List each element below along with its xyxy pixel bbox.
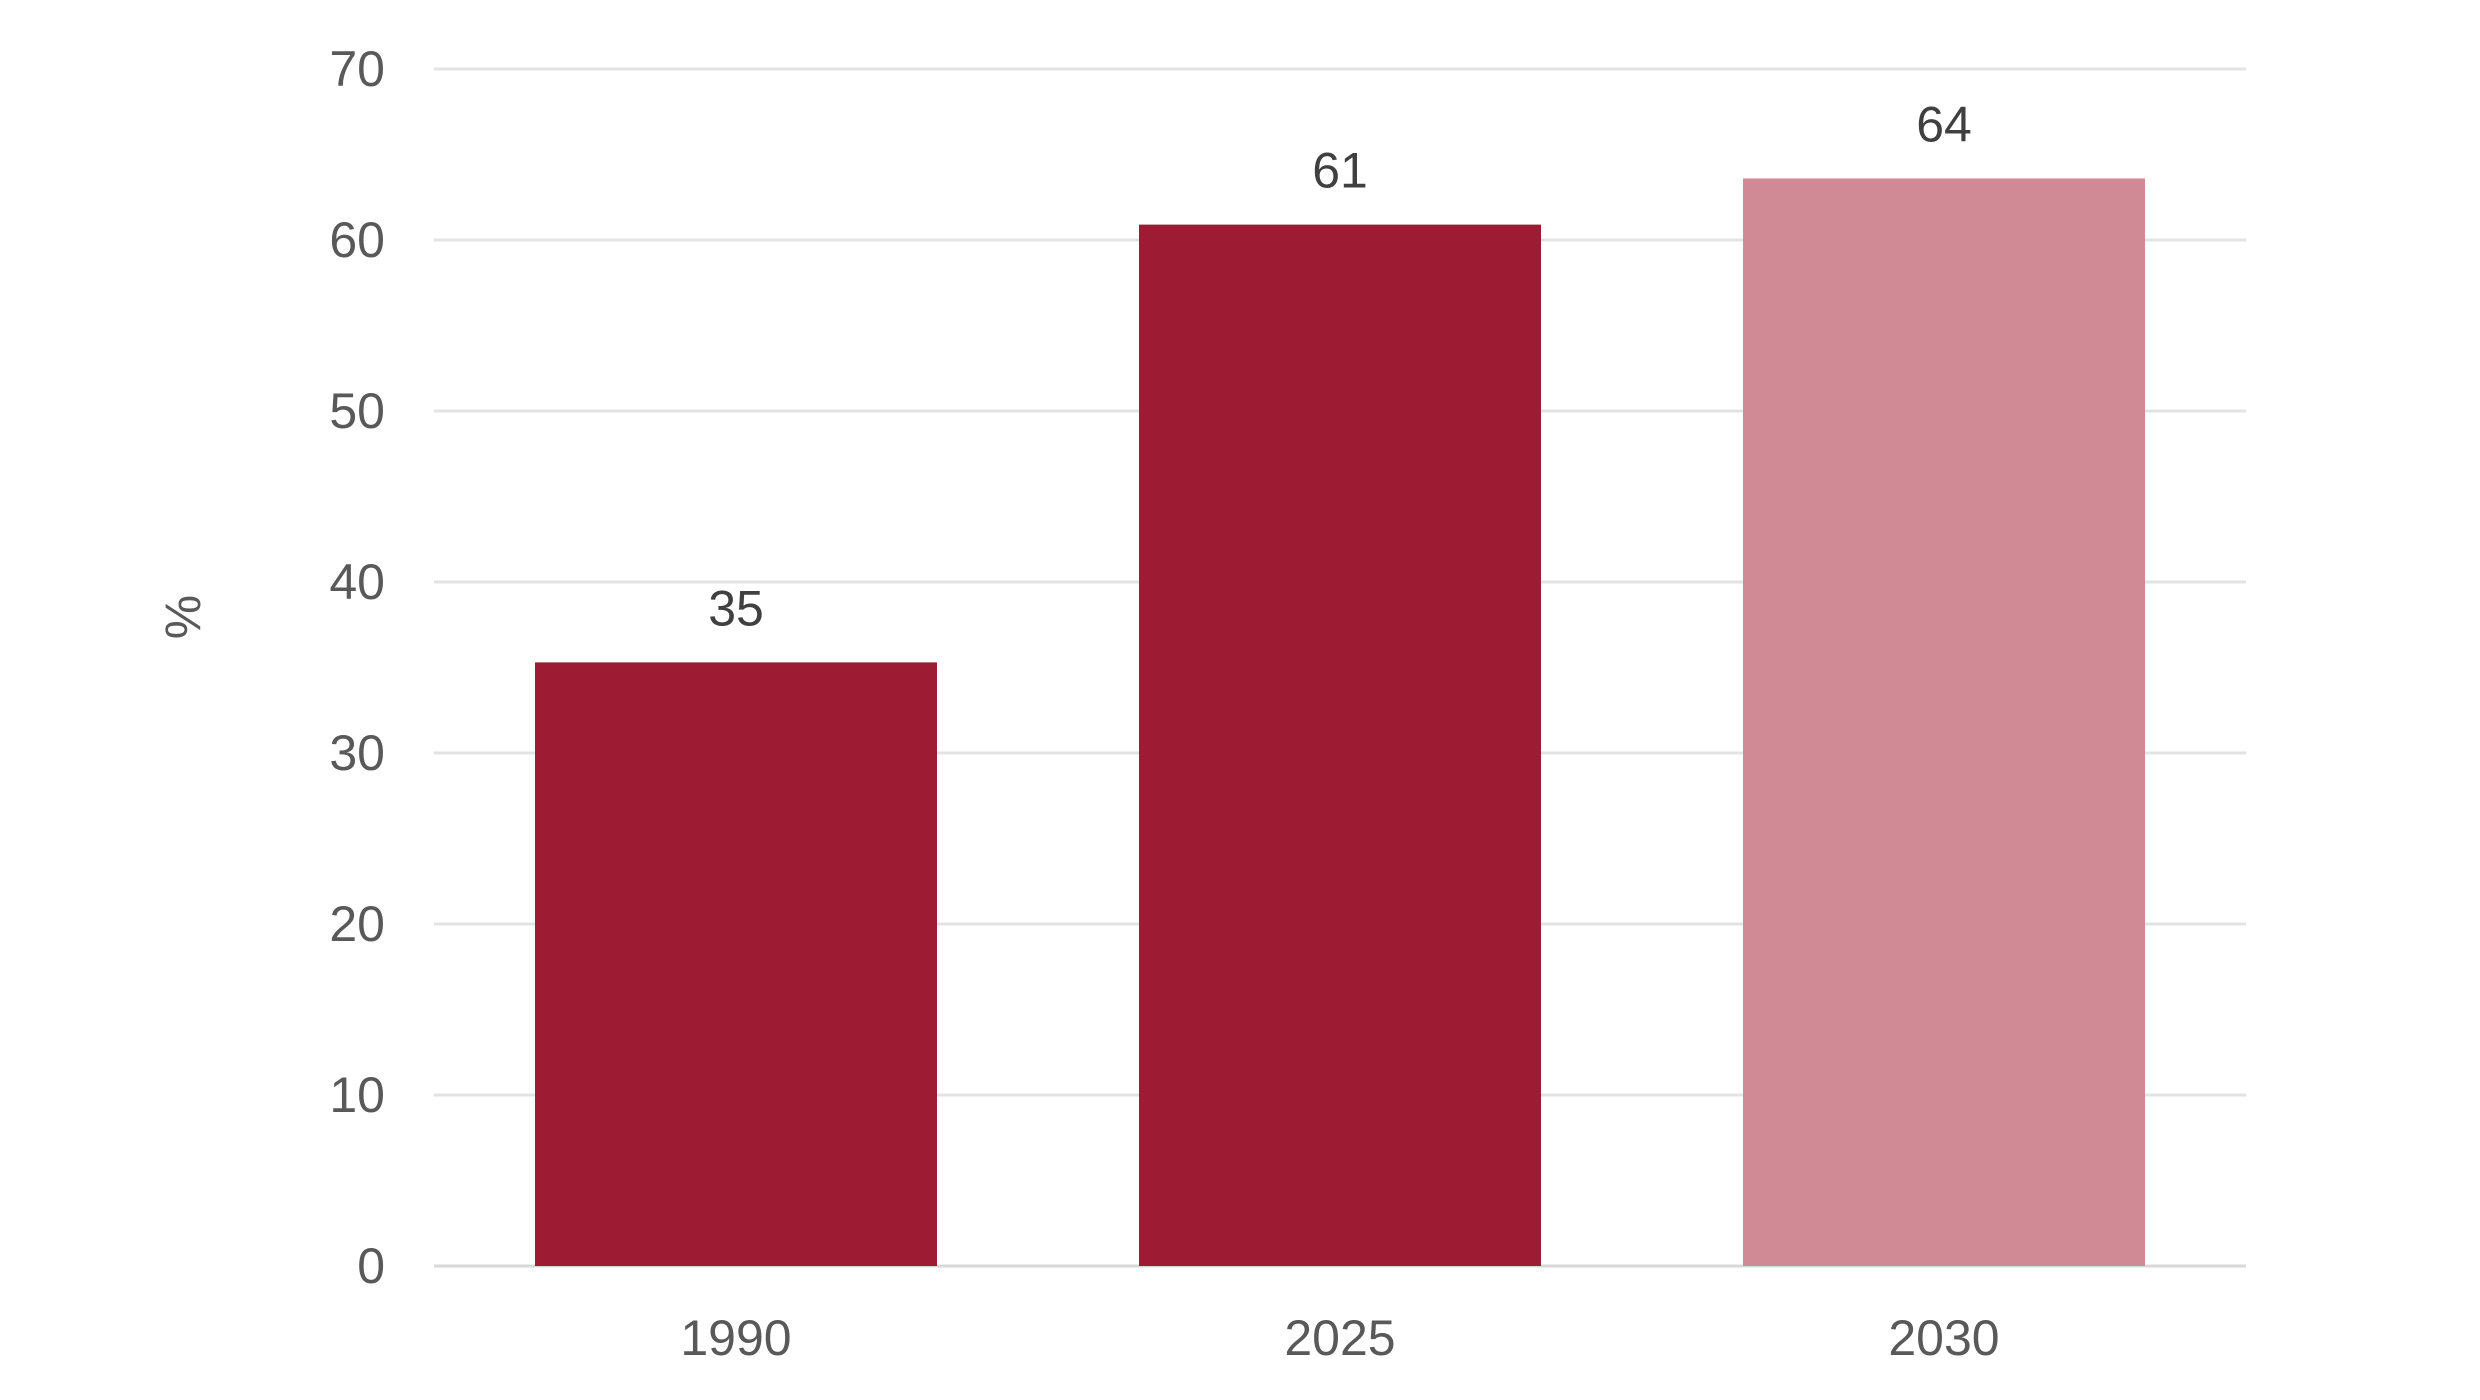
y-axis-ticks: 0 10 20 30 40 50 60 70 xyxy=(329,41,385,1294)
bar xyxy=(1139,224,1541,1267)
x-tick-label: 1990 xyxy=(680,1310,791,1366)
x-axis-ticks: 1990 2025 2030 xyxy=(680,1310,1999,1366)
x-tick-label: 2025 xyxy=(1284,1310,1395,1366)
y-tick-label: 10 xyxy=(329,1067,385,1123)
data-label: 61 xyxy=(1312,143,1368,199)
data-label: 35 xyxy=(708,580,764,636)
data-label: 64 xyxy=(1916,96,1972,152)
y-tick-label: 40 xyxy=(329,554,385,610)
bar xyxy=(535,662,937,1266)
y-tick-label: 0 xyxy=(357,1238,385,1294)
y-tick-label: 70 xyxy=(329,41,385,97)
bar xyxy=(1743,178,2145,1267)
y-tick-label: 30 xyxy=(329,725,385,781)
data-labels: 35 61 64 xyxy=(708,96,1972,636)
x-tick-label: 2030 xyxy=(1888,1310,1999,1366)
bars xyxy=(535,178,2145,1267)
y-axis-title: % xyxy=(155,595,211,639)
y-tick-label: 20 xyxy=(329,896,385,952)
y-tick-label: 60 xyxy=(329,212,385,268)
y-tick-label: 50 xyxy=(329,383,385,439)
